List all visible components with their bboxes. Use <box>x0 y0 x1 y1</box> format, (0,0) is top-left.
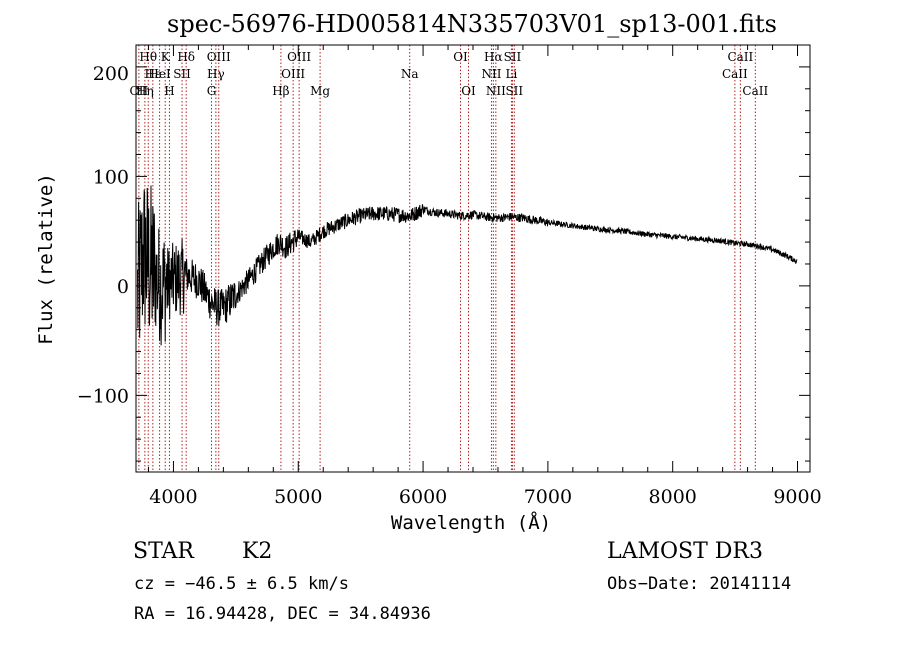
line-label: SII <box>504 50 522 64</box>
chart-title: spec-56976-HD005814N335703V01_sp13-001.f… <box>167 10 777 38</box>
line-label: Hα <box>484 50 503 64</box>
line-label: HeI <box>148 67 171 81</box>
line-label: Hη <box>136 84 154 98</box>
x-tick-label: 9000 <box>773 486 821 508</box>
y-axis-label: Flux (relative) <box>35 173 57 345</box>
line-label: OI <box>461 84 476 98</box>
line-label: CaII <box>727 50 753 64</box>
object-subclass: K2 <box>242 539 272 564</box>
x-tick-label: 5000 <box>274 486 322 508</box>
y-tick-label: 100 <box>93 166 129 188</box>
x-tick-label: 4000 <box>149 486 197 508</box>
line-label: SII <box>173 67 191 81</box>
line-label: CaII <box>722 67 748 81</box>
line-label: NII <box>481 67 501 81</box>
line-label: OIII <box>287 50 311 64</box>
survey-label: LAMOST DR3 <box>607 539 763 564</box>
redshift-value: cz = −46.5 ± 6.5 km/s <box>134 574 349 594</box>
object-class: STAR <box>133 539 195 564</box>
obs-date: Obs−Date: 20141114 <box>607 574 791 594</box>
axis-ticks: 4000 5000 6000 7000 8000 9000 −100 0 100 <box>77 44 822 508</box>
y-tick-top-partial: 200 <box>93 63 129 85</box>
spectrum-line <box>137 185 798 346</box>
line-label: OI <box>453 50 468 64</box>
x-tick-label: 8000 <box>649 486 697 508</box>
x-tick-label: 6000 <box>399 486 447 508</box>
line-label: H <box>164 84 174 98</box>
line-label: G <box>207 84 217 98</box>
line-label: Na <box>401 67 419 81</box>
line-label: CII <box>130 84 149 98</box>
line-label: Hγ <box>207 67 225 81</box>
line-markers <box>138 45 756 472</box>
x-tick-label: 7000 <box>524 486 572 508</box>
plot-frame <box>135 44 811 473</box>
spectrum-series <box>137 185 798 346</box>
line-label: CaII <box>742 84 768 98</box>
coordinates: RA = 16.94428, DEC = 34.84936 <box>134 604 431 624</box>
y-tick-label: −100 <box>77 385 129 407</box>
y-tick-label: 0 <box>117 276 129 298</box>
line-label: K <box>161 50 171 64</box>
x-axis-label: Wavelength (Å) <box>391 511 551 534</box>
line-label: OIII <box>281 67 305 81</box>
line-label: Hε <box>145 67 162 81</box>
line-label: OIII <box>207 50 231 64</box>
line-label: NII <box>486 84 506 98</box>
line-label: Mg <box>310 84 330 98</box>
line-label: Hθ <box>139 50 157 64</box>
line-label: Hδ <box>177 50 195 64</box>
line-label: SII <box>505 84 523 98</box>
line-label: Li <box>506 67 518 81</box>
line-label: Hβ <box>272 84 289 98</box>
